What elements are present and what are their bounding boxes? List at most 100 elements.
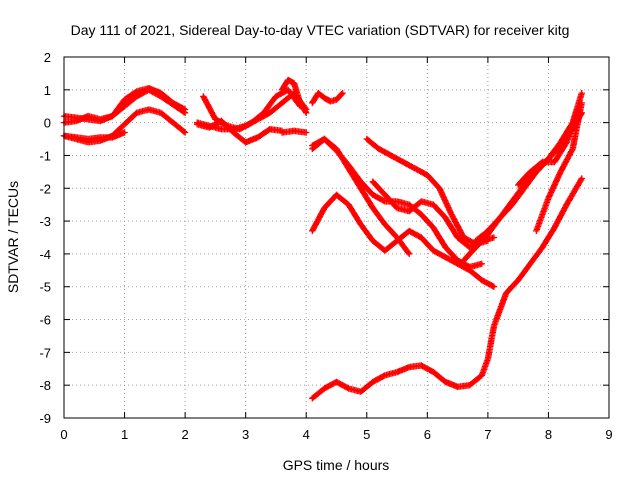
data-point <box>486 357 490 361</box>
y-tick-label: -9 <box>39 411 51 426</box>
data-point <box>329 100 332 103</box>
y-tick-label: 0 <box>44 116 51 131</box>
data-point <box>244 141 247 144</box>
data-point <box>311 397 314 400</box>
data-point <box>559 170 562 174</box>
data-point <box>565 141 568 144</box>
data-point <box>444 246 447 249</box>
y-tick-label: -4 <box>39 247 51 262</box>
data-point <box>323 206 326 210</box>
tick-labels: 0 1 2 3 4 5 6 7 8 9 2 1 0 -1 -2 -3 -4 -5 -6 -7 -8 -9 <box>39 50 612 442</box>
data-point <box>462 259 465 262</box>
data-point <box>159 111 163 114</box>
data-point <box>468 383 471 387</box>
data-point <box>159 95 163 98</box>
data-point <box>123 98 126 101</box>
data-point <box>377 147 381 151</box>
y-tick-label: -1 <box>39 148 51 163</box>
data-point <box>407 210 411 213</box>
data-point <box>341 91 344 95</box>
data-point <box>135 95 138 98</box>
y-axis-label: SDTVAR / TECUs <box>5 181 21 293</box>
y-tick-label: -8 <box>39 378 51 393</box>
data-point <box>335 380 338 384</box>
data-point <box>420 213 423 216</box>
data-point <box>74 119 78 123</box>
data-point <box>383 374 387 377</box>
data-point <box>359 223 362 226</box>
data-point <box>347 203 350 206</box>
x-tick-label: 6 <box>424 427 431 442</box>
data-point <box>371 206 375 210</box>
data-point <box>580 101 583 105</box>
data-point <box>335 193 338 197</box>
data-point <box>111 136 114 139</box>
data-point <box>420 200 423 203</box>
data-point <box>147 108 150 111</box>
data-point <box>553 226 556 229</box>
data-point <box>74 136 78 139</box>
y-tick-label: -5 <box>39 280 51 295</box>
data-point <box>292 129 296 133</box>
data-point <box>474 246 477 249</box>
data-point <box>486 229 490 233</box>
data-point <box>292 82 296 85</box>
data-point <box>480 262 484 265</box>
y-tick-label: -2 <box>39 181 51 196</box>
data-point <box>407 229 411 233</box>
data-point <box>426 173 429 177</box>
y-tick-label: 1 <box>44 83 51 98</box>
data-point <box>395 239 399 242</box>
data-point <box>317 91 320 95</box>
data-point <box>516 183 520 187</box>
data-point <box>547 196 550 200</box>
data-point <box>420 364 423 367</box>
data-point <box>383 223 387 226</box>
data-point <box>202 95 205 98</box>
data-point <box>510 200 514 203</box>
data-point <box>414 167 417 170</box>
y-tick-label: -7 <box>39 345 51 360</box>
data-point <box>523 183 526 187</box>
data-point <box>111 114 114 118</box>
data-point <box>389 154 393 157</box>
plot-frame <box>63 56 610 419</box>
data-point <box>383 200 387 203</box>
data-point <box>492 236 496 239</box>
x-tick-label: 3 <box>242 427 249 442</box>
data-point <box>323 137 326 141</box>
data-point <box>99 118 102 121</box>
series-trace <box>60 106 189 146</box>
data-point <box>468 246 471 249</box>
data-point <box>183 131 187 134</box>
series-10 <box>309 89 346 107</box>
data-point <box>183 111 187 114</box>
data-point <box>444 380 447 384</box>
data-point <box>335 149 338 152</box>
data-point <box>87 114 90 118</box>
data-point <box>395 370 399 374</box>
data-point <box>432 249 435 252</box>
data-point <box>244 124 247 128</box>
data-point <box>450 213 453 216</box>
data-point <box>444 255 447 259</box>
series-trace <box>309 89 346 107</box>
data-point <box>147 88 150 92</box>
data-point <box>371 193 375 197</box>
data-point <box>580 177 583 180</box>
data-point <box>529 170 532 174</box>
data-point <box>456 385 459 389</box>
series-8 <box>278 76 310 116</box>
data-point <box>256 118 259 121</box>
data-point <box>492 285 496 288</box>
data-point <box>214 118 217 121</box>
data-point <box>541 246 544 249</box>
data-point <box>298 101 302 105</box>
data-point <box>371 239 375 242</box>
data-point <box>311 229 314 233</box>
data-point <box>305 111 308 114</box>
data-point <box>504 292 508 295</box>
x-tick-label: 5 <box>363 427 370 442</box>
x-tick-label: 9 <box>605 427 612 442</box>
